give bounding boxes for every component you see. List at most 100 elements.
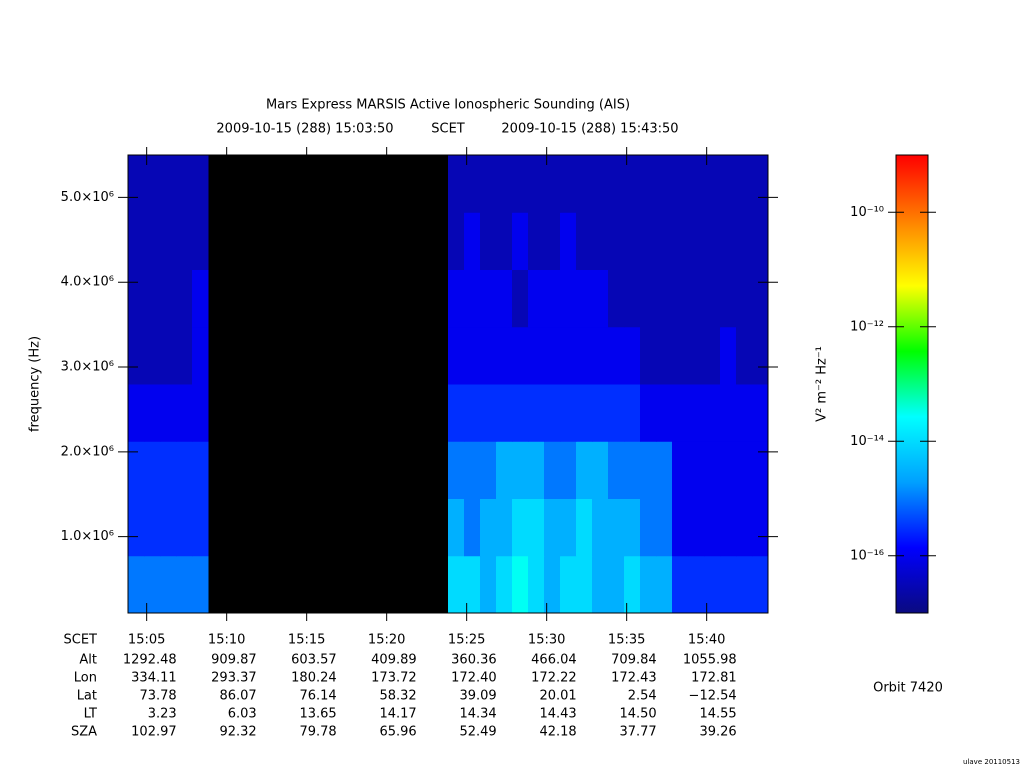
heatmap-cell: [464, 384, 481, 442]
heatmap-cell: [192, 155, 209, 213]
colorbar-tick-label: 10⁻¹⁴: [850, 434, 884, 449]
ephemeris-value: 79.78: [299, 725, 336, 740]
heatmap-cell: [672, 441, 689, 499]
heatmap-cell: [144, 555, 161, 614]
heatmap-cell: [544, 326, 561, 385]
ephemeris-value: 13.65: [299, 707, 336, 722]
heatmap-cell: [608, 555, 625, 614]
ephemeris-value: 1055.98: [683, 653, 737, 668]
heatmap-cell: [512, 498, 529, 557]
heatmap-cell: [528, 384, 545, 442]
heatmap-cell: [512, 555, 529, 614]
heatmap-cell: [528, 441, 545, 499]
heatmap-cell: [128, 269, 145, 328]
heatmap-cell: [176, 498, 193, 557]
heatmap-cell: [528, 155, 545, 213]
heatmap-cell: [704, 555, 721, 614]
heatmap-cell: [496, 212, 513, 270]
heatmap-cell: [704, 326, 721, 385]
heatmap-cell: [624, 155, 641, 213]
heatmap-cell: [624, 269, 641, 328]
heatmap-cell: [592, 326, 609, 385]
ephemeris-value: 709.84: [611, 653, 657, 668]
y-tick-label: 2.0×10⁶: [61, 444, 114, 459]
ephemeris-label: Alt: [79, 653, 97, 668]
heatmap-cell: [496, 555, 513, 614]
heatmap-cell: [528, 498, 545, 557]
heatmap-cell: [752, 441, 769, 499]
heatmap-cell: [688, 441, 705, 499]
heatmap-cell: [688, 384, 705, 442]
heatmap-cell: [688, 155, 705, 213]
heatmap-cell: [512, 441, 529, 499]
heatmap-cell: [592, 155, 609, 213]
heatmap-cell: [736, 384, 753, 442]
heatmap-cell: [144, 384, 161, 442]
heatmap-cell: [544, 212, 561, 270]
ephemeris-label: Lon: [74, 671, 97, 686]
ephemeris-value: 14.17: [379, 707, 416, 722]
x-tick-label: 15:40: [688, 633, 725, 648]
ephemeris-value: 172.81: [691, 671, 737, 686]
heatmap-cell: [736, 326, 753, 385]
heatmap-cell: [592, 498, 609, 557]
heatmap-cell: [688, 555, 705, 614]
ephemeris-value: 102.97: [131, 725, 177, 740]
heatmap-cell: [448, 384, 465, 442]
ephemeris-value: 172.43: [611, 671, 657, 686]
y-tick-label: 3.0×10⁶: [61, 360, 114, 375]
heatmap-cell: [576, 269, 593, 328]
heatmap-cell: [720, 441, 737, 499]
heatmap-cell: [144, 269, 161, 328]
heatmap-cell: [688, 269, 705, 328]
heatmap-cell: [752, 555, 769, 614]
heatmap-cell: [192, 269, 209, 328]
heatmap-cell: [672, 498, 689, 557]
ephemeris-value: 52.49: [459, 725, 496, 740]
heatmap-cell: [640, 269, 657, 328]
heatmap-cell: [736, 212, 753, 270]
colorbar-tick-label: 10⁻¹²: [850, 319, 884, 334]
heatmap-cell: [752, 384, 769, 442]
heatmap-cell: [736, 155, 753, 213]
ephemeris-value: 14.34: [459, 707, 496, 722]
heatmap-cell: [576, 441, 593, 499]
heatmap-cell: [512, 384, 529, 442]
heatmap-cell: [672, 384, 689, 442]
heatmap-cell: [464, 269, 481, 328]
heatmap-cell: [640, 384, 657, 442]
heatmap-cell: [720, 269, 737, 328]
heatmap-cell: [672, 155, 689, 213]
heatmap-cell: [560, 498, 577, 557]
ephemeris-label: Lat: [77, 689, 97, 704]
colorbar-tick-label: 10⁻¹⁰: [850, 205, 884, 220]
heatmap-cell: [704, 498, 721, 557]
heatmap-cell: [560, 212, 577, 270]
ephemeris-value: 73.78: [139, 689, 176, 704]
heatmap-cell: [560, 269, 577, 328]
heatmap-cell: [656, 384, 673, 442]
ephemeris-value: 172.22: [531, 671, 577, 686]
ephemeris-value: 909.87: [211, 653, 257, 668]
heatmap-cell: [736, 498, 753, 557]
y-tick-label: 4.0×10⁶: [61, 275, 114, 290]
ephemeris-value: 293.37: [211, 671, 257, 686]
heatmap-cell: [544, 441, 561, 499]
heatmap-cell: [672, 269, 689, 328]
heatmap-cell: [480, 441, 497, 499]
heatmap-cell: [576, 384, 593, 442]
ephemeris-value: 39.26: [699, 725, 736, 740]
heatmap-cell: [608, 384, 625, 442]
heatmap-cell: [192, 441, 209, 499]
heatmap-cell: [144, 212, 161, 270]
heatmap-cell: [576, 555, 593, 614]
ephemeris-value: 360.36: [451, 653, 497, 668]
heatmap-cell: [496, 498, 513, 557]
heatmap-cell: [512, 269, 529, 328]
heatmap-cell: [752, 269, 769, 328]
heatmap-cell: [160, 555, 177, 614]
heatmap-cell: [640, 326, 657, 385]
heatmap-cell: [752, 155, 769, 213]
heatmap-cell: [528, 555, 545, 614]
heatmap-cell: [160, 269, 177, 328]
